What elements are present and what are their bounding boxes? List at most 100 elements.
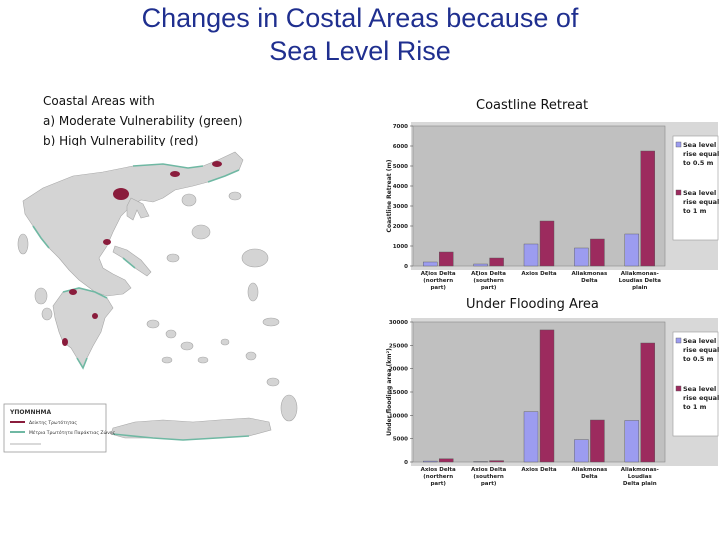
samothraki-shape bbox=[228, 191, 242, 201]
bar-series-2 bbox=[590, 419, 605, 463]
legend-label: Sea level bbox=[683, 337, 716, 345]
legend-label: Sea level bbox=[683, 189, 716, 197]
island-h bbox=[266, 377, 280, 387]
y-tick-label: 20000 bbox=[389, 367, 408, 373]
y-tick-label: 4000 bbox=[393, 184, 408, 190]
red-area-thessaloniki bbox=[113, 188, 129, 200]
page-title-line-1: Changes in Costal Areas because of bbox=[141, 3, 579, 33]
bar-series-2 bbox=[640, 150, 655, 267]
x-tick-label: Axios Delta bbox=[421, 467, 456, 473]
legend-box bbox=[672, 331, 719, 437]
bar-series-1 bbox=[523, 243, 539, 267]
page-title: Changes in Costal Areas because of Sea L… bbox=[0, 2, 720, 68]
legend-label: to 1 m bbox=[683, 403, 707, 411]
island-c bbox=[180, 341, 194, 351]
y-tick-label: 5000 bbox=[393, 164, 408, 170]
legend-swatch bbox=[675, 385, 682, 392]
red-area-thrace bbox=[212, 161, 222, 167]
bar-series-2 bbox=[539, 329, 555, 463]
red-area-volos bbox=[103, 239, 111, 245]
green-coast-2 bbox=[32, 225, 50, 249]
x-tick-label: (northern bbox=[423, 474, 453, 480]
x-tick-label: plain bbox=[632, 285, 647, 291]
y-tick-label: 0 bbox=[404, 264, 408, 270]
y-tick-label: 30000 bbox=[389, 320, 408, 326]
legend-swatch bbox=[675, 337, 682, 344]
limnos-shape bbox=[191, 224, 211, 240]
plot-area bbox=[412, 125, 666, 267]
green-coast-5 bbox=[112, 433, 250, 441]
legend-box bbox=[672, 135, 719, 241]
legend-label: Sea level bbox=[683, 385, 716, 393]
legend-swatch bbox=[675, 189, 682, 196]
map-caption: Coastal Areas with a) Moderate Vulnerabi… bbox=[43, 91, 243, 151]
x-tick-label: Aliakmonas bbox=[571, 467, 608, 473]
bar-series-2 bbox=[539, 220, 555, 267]
corfu-shape bbox=[17, 233, 29, 255]
flooding-area-title: Under Flooding Area bbox=[466, 297, 599, 312]
greece-vulnerability-map: ΥΠΟΜΝΗΜΑ Δείκτης Τρωτότητας Μέτρια Τρωτό… bbox=[3, 146, 318, 462]
coastline-retreat-title: Coastline Retreat bbox=[476, 98, 589, 113]
bar-series-1 bbox=[473, 263, 488, 267]
crete-shape bbox=[110, 417, 272, 441]
thasos-shape bbox=[181, 193, 197, 207]
x-tick-label: Axios Delta bbox=[521, 271, 556, 277]
map-land bbox=[17, 151, 298, 441]
x-tick-label: Aliakmonas bbox=[571, 271, 608, 277]
high-vulnerability-areas bbox=[62, 161, 222, 346]
skyros-shape bbox=[166, 253, 180, 263]
bar-series-1 bbox=[624, 420, 640, 463]
x-tick-label: part) bbox=[481, 481, 497, 487]
bar-series-1 bbox=[574, 247, 589, 267]
green-coast-7 bbox=[122, 257, 136, 269]
x-tick-label: part) bbox=[430, 481, 446, 487]
red-area-messinia bbox=[62, 338, 68, 346]
x-tick-label: Aξios Delta bbox=[471, 271, 506, 277]
y-tick-label: 15000 bbox=[389, 390, 408, 396]
x-tick-label: Aξios Delta bbox=[421, 271, 456, 277]
island-d bbox=[197, 356, 209, 364]
legend-label: to 1 m bbox=[683, 207, 707, 215]
bar-series-2 bbox=[489, 460, 504, 463]
y-tick-label: 3000 bbox=[393, 204, 408, 210]
rhodes-shape bbox=[280, 394, 298, 422]
y-tick-label: 5000 bbox=[393, 437, 408, 443]
lesvos-shape bbox=[241, 248, 269, 268]
x-tick-label: Axios Delta bbox=[471, 467, 506, 473]
y-tick-label: 10000 bbox=[389, 413, 408, 419]
map-legend-title: ΥΠΟΜΝΗΜΑ bbox=[9, 409, 51, 416]
x-tick-label: (southern bbox=[473, 474, 503, 480]
bar-series-1 bbox=[624, 233, 640, 267]
y-axis-label: Under flooding area (km²) bbox=[386, 348, 393, 436]
bar-series-1 bbox=[523, 411, 539, 463]
y-tick-label: 2000 bbox=[393, 224, 408, 230]
x-tick-label: Axios Delta bbox=[521, 467, 556, 473]
x-tick-label: Delta plain bbox=[623, 481, 657, 487]
x-tick-label: part) bbox=[430, 285, 446, 291]
kefalonia-shape bbox=[34, 287, 48, 305]
red-area-kavala bbox=[170, 171, 180, 177]
zakynthos-shape bbox=[41, 307, 53, 321]
island-f bbox=[220, 338, 230, 346]
bar-series-2 bbox=[640, 342, 655, 463]
x-tick-label: Loudias Delta bbox=[619, 278, 662, 284]
bar-series-2 bbox=[439, 458, 454, 463]
legend-label: rise equal bbox=[683, 346, 719, 354]
bar-series-2 bbox=[590, 238, 605, 267]
legend-label: rise equal bbox=[683, 394, 719, 402]
y-axis-label: Coastline Retreat (m) bbox=[386, 159, 393, 232]
bar-series-2 bbox=[439, 251, 454, 267]
bar-series-1 bbox=[574, 439, 589, 463]
map-caption-line-2: a) Moderate Vulnerability (green) bbox=[43, 114, 243, 128]
red-area-argolic bbox=[92, 313, 98, 319]
legend-swatch bbox=[675, 141, 682, 148]
legend-label: to 0.5 m bbox=[683, 159, 714, 167]
plot-area bbox=[412, 321, 666, 463]
island-e bbox=[161, 356, 173, 364]
x-tick-label: (southern bbox=[473, 278, 503, 284]
samos-shape bbox=[262, 317, 280, 327]
map-caption-line-3: b) High Vulnerability (red) bbox=[43, 134, 199, 148]
legend-label: to 0.5 m bbox=[683, 355, 714, 363]
y-tick-label: 25000 bbox=[389, 343, 408, 349]
chios-shape bbox=[247, 282, 259, 302]
